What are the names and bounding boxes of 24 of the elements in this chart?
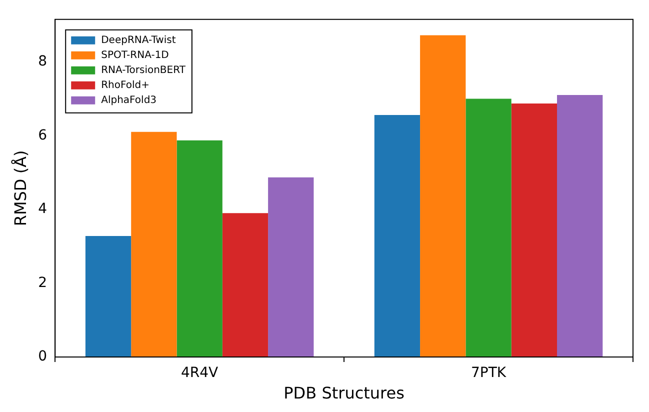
y-tick-label: 8 — [38, 53, 48, 70]
y-tick-label: 6 — [38, 127, 48, 144]
bar — [85, 236, 132, 357]
y-tick-label: 0 — [38, 348, 48, 365]
bar — [131, 132, 177, 357]
y-tick-label: 2 — [38, 274, 48, 291]
bar — [176, 140, 222, 357]
x-axis-title: PDB Structures — [284, 384, 404, 403]
y-axis-title: RMSD (Å) — [10, 150, 30, 226]
bar — [420, 35, 466, 357]
legend-label: DeepRNA-Twist — [101, 34, 176, 46]
legend-label: RhoFold+ — [101, 80, 150, 91]
bar — [557, 95, 603, 357]
bar — [268, 177, 314, 357]
x-tick-label: 4R4V — [181, 365, 219, 382]
legend-label: AlphaFold3 — [101, 94, 157, 106]
bar — [374, 114, 420, 357]
y-tick-label: 4 — [38, 201, 48, 218]
x-tick-label: 7PTK — [470, 365, 507, 382]
bar — [511, 104, 558, 357]
bar — [466, 98, 512, 357]
legend-label: RNA-TorsionBERT — [101, 64, 186, 76]
legend-label: SPOT-RNA-1D — [101, 50, 170, 61]
bar — [222, 213, 268, 357]
